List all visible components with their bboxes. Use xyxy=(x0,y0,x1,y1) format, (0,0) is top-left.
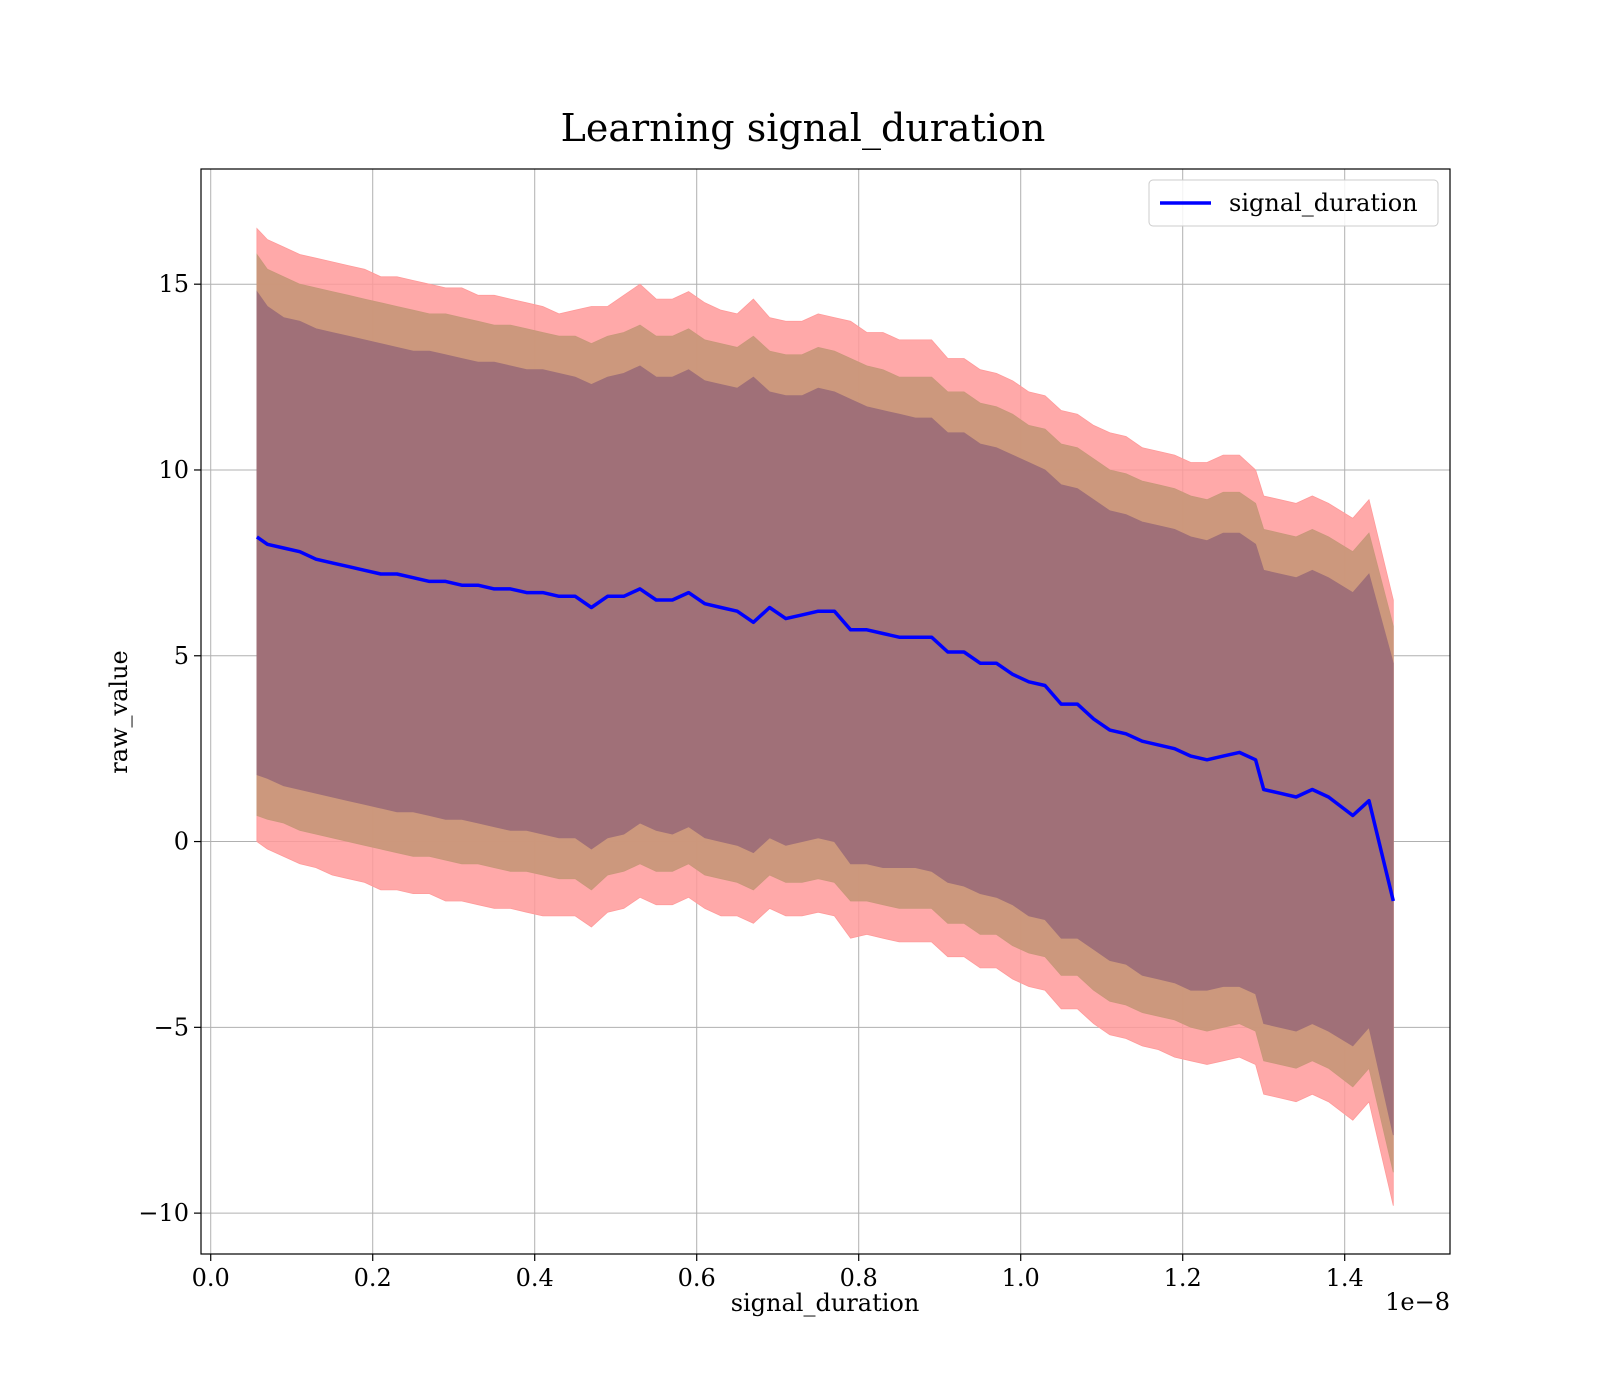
plot-frame xyxy=(200,168,1451,1255)
y-tick-label: 5 xyxy=(174,642,189,670)
legend-label: signal_duration xyxy=(1229,189,1418,217)
x-axis-label: signal_duration xyxy=(731,1289,920,1317)
x-tick-label: 0.2 xyxy=(354,1264,392,1292)
y-tick-label: 0 xyxy=(174,828,189,856)
x-tick-label: 0.4 xyxy=(516,1264,554,1292)
y-tick-label: −10 xyxy=(138,1199,189,1227)
legend-box xyxy=(1148,179,1439,227)
series-lines xyxy=(255,535,1396,902)
y-tick-label: 15 xyxy=(158,270,189,298)
confidence-bands xyxy=(256,227,1394,1206)
chart-title: Learning signal_duration xyxy=(561,106,1046,151)
legend: signal_duration xyxy=(1148,179,1439,227)
inner-band xyxy=(256,290,1394,1136)
x-axis-ticks: 0.0 0.2 0.4 0.6 0.8 1.0 1.2 1.4 xyxy=(192,1254,1364,1292)
series-line-signal-duration xyxy=(255,535,1396,902)
x-tick-label: 0.0 xyxy=(192,1264,230,1292)
y-axis-label: raw_value xyxy=(105,650,133,774)
x-tick-label: 0.6 xyxy=(678,1264,716,1292)
x-axis-offset-label: 1e−8 xyxy=(1385,1288,1450,1316)
y-axis-ticks: −10 −5 0 5 10 15 xyxy=(138,270,201,1227)
x-tick-label: 1.2 xyxy=(1164,1264,1202,1292)
x-tick-label: 0.8 xyxy=(840,1264,878,1292)
y-tick-label: −5 xyxy=(154,1013,189,1041)
x-tick-label: 1.0 xyxy=(1002,1264,1040,1292)
x-tick-label: 1.4 xyxy=(1326,1264,1364,1292)
y-tick-label: 10 xyxy=(158,456,189,484)
